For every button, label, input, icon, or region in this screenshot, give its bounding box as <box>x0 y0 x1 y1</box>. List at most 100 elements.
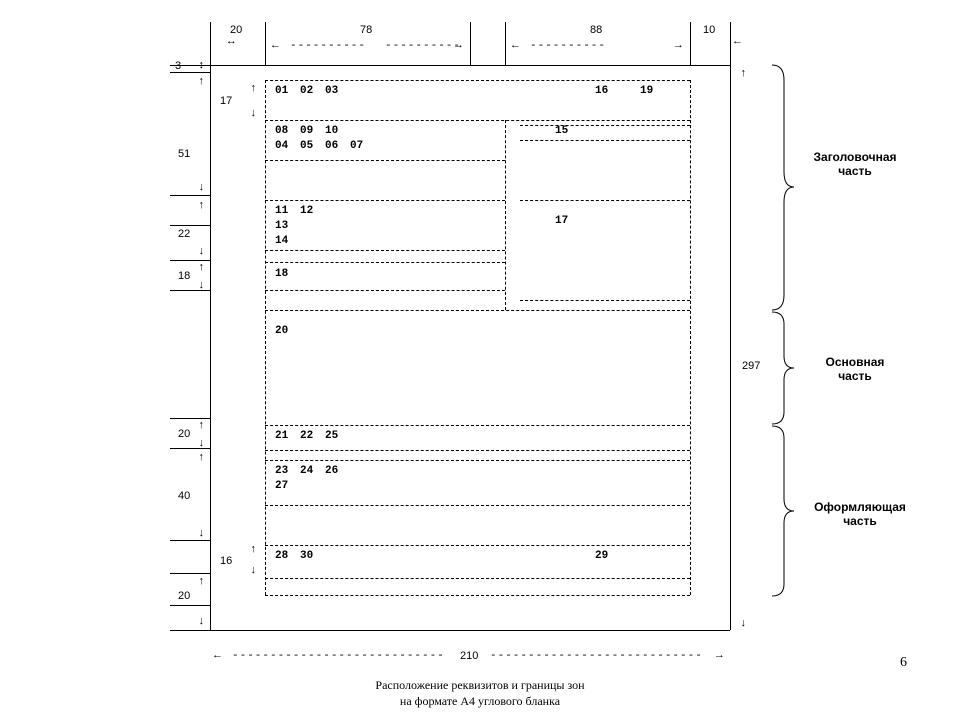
field-02: 02 <box>300 85 313 97</box>
field-09: 09 <box>300 125 313 137</box>
top-tick <box>210 22 211 65</box>
brace-footer-icon <box>772 426 794 596</box>
left-measure-22: 22 <box>178 228 190 240</box>
dash-icon: ---------- <box>290 40 366 52</box>
zone-dash <box>265 262 505 263</box>
arrow-right-icon: ← <box>734 36 741 48</box>
zone-dash <box>265 120 690 121</box>
field-12: 12 <box>300 205 313 217</box>
field-11: 11 <box>275 205 288 217</box>
left-measure-20b: 20 <box>178 590 190 602</box>
zone-dash <box>265 80 690 81</box>
zone-dash <box>265 460 690 461</box>
arrow-down-icon: ↓ <box>250 108 257 120</box>
dash-icon: ---------------------------- <box>232 650 445 662</box>
arrow-down-icon: ↓ <box>198 280 205 292</box>
arrow-up-icon: ↑ <box>198 452 205 464</box>
brace-main-icon <box>772 312 794 424</box>
left-measure-3: 3 <box>175 60 181 72</box>
margin-dash-bottom <box>265 595 690 596</box>
field-25: 25 <box>325 430 338 442</box>
caption-line-1: Расположение реквизитов и границы зон <box>280 678 680 693</box>
field-17: 17 <box>555 215 568 227</box>
top-measure-78: 78 <box>360 24 372 36</box>
zone-dash <box>265 545 690 546</box>
arrow-up-icon: ↑ <box>740 68 747 80</box>
dash-icon: ---------- <box>385 40 461 52</box>
field-08: 08 <box>275 125 288 137</box>
left-measure-18: 18 <box>178 270 190 282</box>
double-arrow-icon: ↔ <box>228 36 235 48</box>
top-measure-20: 20 <box>230 24 242 36</box>
margin-dash-right <box>690 80 691 595</box>
zone-dash <box>265 425 690 426</box>
arrow-up-icon: ↑ <box>198 576 205 588</box>
page-number: 6 <box>900 655 907 671</box>
top-tick <box>470 22 471 65</box>
left-rule <box>170 260 210 261</box>
field-18: 18 <box>275 268 288 280</box>
field-29: 29 <box>595 550 608 562</box>
field-03: 03 <box>325 85 338 97</box>
left-rule <box>170 418 210 419</box>
field-22: 22 <box>300 430 313 442</box>
zone-label-footer: Оформляющая часть <box>800 500 920 528</box>
arrow-right-icon: → <box>675 40 682 52</box>
field-01: 01 <box>275 85 288 97</box>
arrow-left-icon: ← <box>214 650 221 662</box>
zone-dash <box>520 300 690 301</box>
arrow-down-icon: ↓ <box>198 246 205 258</box>
dash-icon: ---------- <box>530 40 606 52</box>
field-26: 26 <box>325 465 338 477</box>
arrow-down-icon: ↓ <box>198 528 205 540</box>
zone-dash <box>265 505 690 506</box>
caption-line-2: на формате А4 углового бланка <box>280 694 680 709</box>
left-rule <box>170 540 210 541</box>
zone-divider <box>505 120 506 310</box>
arrow-up-icon: ↑ <box>198 76 205 88</box>
zone-dash <box>520 140 690 141</box>
field-06: 06 <box>325 140 338 152</box>
left-rule <box>170 630 210 631</box>
zone-dash <box>265 450 690 451</box>
zone-dash <box>265 290 505 291</box>
arrow-down-icon: ↓ <box>250 565 257 577</box>
left-rule <box>170 195 210 196</box>
top-tick <box>730 22 731 65</box>
brace-header-icon <box>772 65 794 310</box>
left-measure-51: 51 <box>178 148 190 160</box>
arrow-down-icon: ↓ <box>198 438 205 450</box>
top-measure-88: 88 <box>590 24 602 36</box>
field-19: 19 <box>640 85 653 97</box>
top-tick <box>690 22 691 65</box>
arrow-up-icon: ↑ <box>198 262 205 274</box>
field-05: 05 <box>300 140 313 152</box>
left-rule <box>170 573 210 574</box>
field-10: 10 <box>325 125 338 137</box>
field-16: 16 <box>595 85 608 97</box>
dash-icon: ---------------------------- <box>490 650 703 662</box>
arrow-right-icon: → <box>455 40 462 52</box>
diagram-stage: 20 ↔ 78 ← ---------- ---------- → 88 ← -… <box>0 0 960 720</box>
field-27: 27 <box>275 480 288 492</box>
field-15: 15 <box>555 125 568 137</box>
left-measure-16: 16 <box>220 555 232 567</box>
zone-dash <box>265 250 505 251</box>
zone-dash <box>265 578 690 579</box>
arrow-down-icon: ↓ <box>740 618 747 630</box>
zone-dash <box>265 310 690 311</box>
left-rule <box>170 605 210 606</box>
left-rule <box>170 72 210 73</box>
updown-arrow-icon: ↕ <box>198 60 205 72</box>
frame-right <box>730 65 731 630</box>
left-measure-20a: 20 <box>178 428 190 440</box>
left-rule <box>170 225 210 226</box>
arrow-down-icon: ↓ <box>198 616 205 628</box>
top-tick <box>505 22 506 65</box>
right-measure-297: 297 <box>742 360 760 372</box>
field-04: 04 <box>275 140 288 152</box>
arrow-left-icon: ← <box>512 40 519 52</box>
zone-label-main: Основная часть <box>800 355 910 383</box>
frame-bottom <box>210 630 730 631</box>
top-measure-10: 10 <box>703 24 715 36</box>
